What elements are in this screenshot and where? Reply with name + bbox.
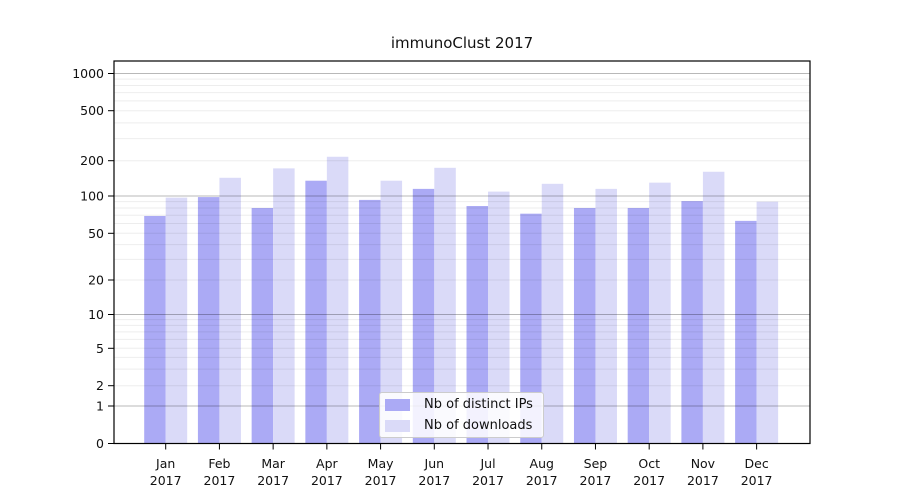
y-tick-label: 50: [88, 226, 104, 241]
bar-distinct-ips-mar: [251, 208, 274, 444]
x-tick-label-year: 2017: [526, 473, 558, 488]
legend-label-distinct-ips: Nb of distinct IPs: [424, 397, 533, 412]
x-tick-label-year: 2017: [311, 473, 343, 488]
bar-downloads-feb: [219, 177, 241, 444]
x-tick-label-year: 2017: [418, 473, 450, 488]
legend: Nb of distinct IPs Nb of downloads: [379, 392, 544, 438]
x-tick-label-month: Sep: [584, 456, 608, 471]
x-tick-label-month: Jun: [424, 456, 445, 471]
x-tick-label-month: Nov: [691, 456, 716, 471]
bar-downloads-apr: [326, 156, 349, 444]
x-tick-label-year: 2017: [687, 473, 719, 488]
bar-downloads-aug: [541, 183, 564, 444]
bar-distinct-ips-aug: [520, 213, 542, 444]
bar-distinct-ips-may: [359, 199, 381, 444]
x-tick-label-month: Mar: [261, 456, 285, 471]
y-tick-label: 0: [96, 436, 104, 451]
x-tick-label-year: 2017: [633, 473, 665, 488]
bar-downloads-oct: [649, 182, 671, 444]
bar-distinct-ips-jan: [144, 215, 166, 444]
x-tick-label-year: 2017: [257, 473, 289, 488]
x-tick-label-year: 2017: [365, 473, 397, 488]
x-tick-label-month: Jan: [155, 456, 175, 471]
bar-distinct-ips-oct: [627, 208, 650, 444]
bar-downloads-jun: [434, 167, 456, 444]
plot-border: [113, 60, 811, 445]
bar-distinct-ips-feb: [197, 197, 220, 444]
bar-distinct-ips-sep: [573, 208, 596, 444]
bar-distinct-ips-jul: [466, 206, 489, 444]
y-tick-label: 5: [96, 341, 104, 356]
x-tick-label-month: May: [368, 456, 394, 471]
x-tick-label-year: 2017: [204, 473, 236, 488]
x-tick-label-year: 2017: [741, 473, 773, 488]
x-tick-label-year: 2017: [150, 473, 182, 488]
legend-swatch-distinct-ips: [385, 398, 410, 411]
y-tick-label: 2: [96, 378, 104, 393]
y-tick-label: 100: [80, 189, 104, 204]
legend-swatch-downloads: [385, 419, 410, 432]
y-tick-label: 1: [96, 399, 104, 414]
y-tick-label: 20: [88, 273, 104, 288]
x-tick-label-month: Feb: [208, 456, 230, 471]
legend-label-downloads: Nb of downloads: [424, 418, 533, 433]
y-tick-label: 500: [80, 103, 104, 118]
bar-distinct-ips-nov: [681, 201, 703, 444]
bar-downloads-sep: [595, 188, 617, 444]
x-tick-label-month: Oct: [638, 456, 660, 471]
bar-downloads-jul: [488, 191, 510, 444]
x-tick-label-month: Apr: [316, 456, 338, 471]
bar-distinct-ips-dec: [735, 220, 757, 444]
chart-title: immunoClust 2017: [390, 34, 534, 52]
y-tick-label: 10: [88, 307, 104, 322]
x-tick-label-month: Aug: [530, 456, 554, 471]
bar-downloads-jan: [165, 197, 188, 444]
x-tick-label-month: Dec: [745, 456, 769, 471]
bar-downloads-dec: [756, 201, 779, 444]
bar-downloads-may: [380, 180, 403, 444]
bar-distinct-ips-apr: [305, 180, 327, 444]
legend-item-distinct-ips: Nb of distinct IPs: [385, 396, 543, 414]
y-tick-label: 1000: [72, 66, 104, 81]
legend-item-downloads: Nb of downloads: [385, 417, 543, 435]
x-tick-label-year: 2017: [580, 473, 612, 488]
x-tick-label-year: 2017: [472, 473, 504, 488]
bar-distinct-ips-jun: [412, 188, 435, 444]
y-tick-label: 200: [80, 153, 104, 168]
bar-downloads-mar: [273, 168, 295, 444]
bar-downloads-nov: [702, 171, 725, 444]
x-tick-label-month: Jul: [479, 456, 495, 471]
